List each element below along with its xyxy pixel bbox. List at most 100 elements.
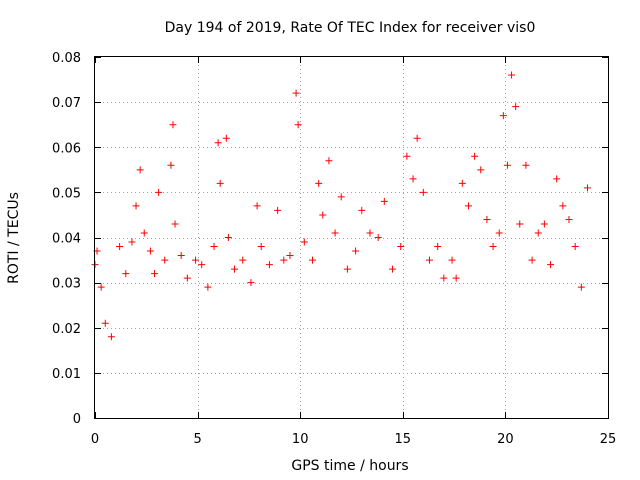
data-point <box>247 279 255 287</box>
data-point <box>331 229 339 237</box>
data-point <box>128 238 136 246</box>
y-tick-label: 0 <box>73 412 81 427</box>
data-point <box>534 229 542 237</box>
data-point <box>409 175 417 183</box>
data-point <box>489 243 497 251</box>
data-point <box>448 256 456 264</box>
x-tick-label: 25 <box>600 432 617 447</box>
y-tick-label: 0.06 <box>52 141 81 156</box>
y-tick-label: 0.05 <box>52 186 81 201</box>
data-point <box>366 229 374 237</box>
data-point <box>122 270 130 278</box>
data-point <box>155 188 163 196</box>
data-point <box>471 152 479 160</box>
data-point <box>239 256 247 264</box>
data-point <box>216 179 224 187</box>
data-point <box>577 283 585 291</box>
data-point <box>167 161 175 169</box>
data-point <box>503 161 511 169</box>
data-point <box>315 179 323 187</box>
y-tick-labels: 0 0.01 0.02 0.03 0.04 0.05 0.06 0.07 0.08 <box>52 51 81 427</box>
data-point <box>434 243 442 251</box>
data-point <box>204 283 212 291</box>
data-point <box>210 243 218 251</box>
y-tick-label: 0.01 <box>52 367 81 382</box>
data-point <box>140 229 148 237</box>
data-point <box>214 139 222 147</box>
data-point <box>97 283 105 291</box>
data-point <box>300 238 308 246</box>
data-point <box>253 202 261 210</box>
data-point <box>151 270 159 278</box>
data-point <box>183 274 191 282</box>
data-point <box>547 261 555 269</box>
data-point <box>286 252 294 260</box>
data-point <box>231 265 239 273</box>
chart-title: Day 194 of 2019, Rate Of TEC Index for r… <box>165 20 536 36</box>
data-point <box>132 202 140 210</box>
x-axis-label: GPS time / hours <box>291 458 408 474</box>
plot-frame <box>94 56 609 419</box>
data-point <box>257 243 265 251</box>
y-tick-label: 0.07 <box>52 96 81 111</box>
data-point <box>101 319 109 327</box>
data-point <box>528 256 536 264</box>
x-tick-labels: 0 5 10 15 20 25 <box>91 432 616 447</box>
data-point <box>107 333 115 341</box>
data-point <box>274 206 282 214</box>
x-tick-label: 10 <box>292 432 309 447</box>
data-point <box>403 152 411 160</box>
data-point <box>458 179 466 187</box>
data-point <box>177 252 185 260</box>
grid-lines <box>95 57 608 418</box>
data-point <box>483 215 491 223</box>
data-point <box>516 220 524 228</box>
data-point <box>440 274 448 282</box>
y-tick-label: 0.03 <box>52 277 81 292</box>
data-point <box>380 197 388 205</box>
y-tick-label: 0.02 <box>52 322 81 337</box>
data-point <box>280 256 288 264</box>
data-point <box>522 161 530 169</box>
data-point <box>425 256 433 264</box>
x-tick-label: 20 <box>497 432 514 447</box>
data-point <box>198 261 206 269</box>
data-point <box>559 202 567 210</box>
data-point <box>583 184 591 192</box>
data-point <box>413 134 421 142</box>
data-point <box>389 265 397 273</box>
data-point <box>571 243 579 251</box>
data-point <box>292 89 300 97</box>
data-point <box>397 243 405 251</box>
data-point <box>419 188 427 196</box>
data-point <box>161 256 169 264</box>
data-point <box>553 175 561 183</box>
data-point <box>171 220 179 228</box>
data-point <box>512 103 520 111</box>
y-tick-label: 0.08 <box>52 51 81 66</box>
data-point <box>477 166 485 174</box>
x-tick-label: 5 <box>193 432 201 447</box>
x-tick-label: 15 <box>395 432 412 447</box>
data-point <box>452 274 460 282</box>
data-point <box>116 243 124 251</box>
data-point <box>319 211 327 219</box>
data-point <box>265 261 273 269</box>
data-point <box>294 121 302 129</box>
data-point <box>374 234 382 241</box>
data-point <box>136 166 144 174</box>
data-point <box>499 112 507 120</box>
data-point <box>540 220 548 228</box>
data-point <box>464 202 472 210</box>
data-point <box>352 247 360 255</box>
data-point <box>222 134 230 142</box>
data-point <box>565 215 573 223</box>
data-point <box>309 256 317 264</box>
data-point <box>508 71 516 79</box>
data-point <box>358 206 366 214</box>
data-point <box>146 247 154 255</box>
data-point <box>495 229 503 237</box>
data-point <box>343 265 351 273</box>
